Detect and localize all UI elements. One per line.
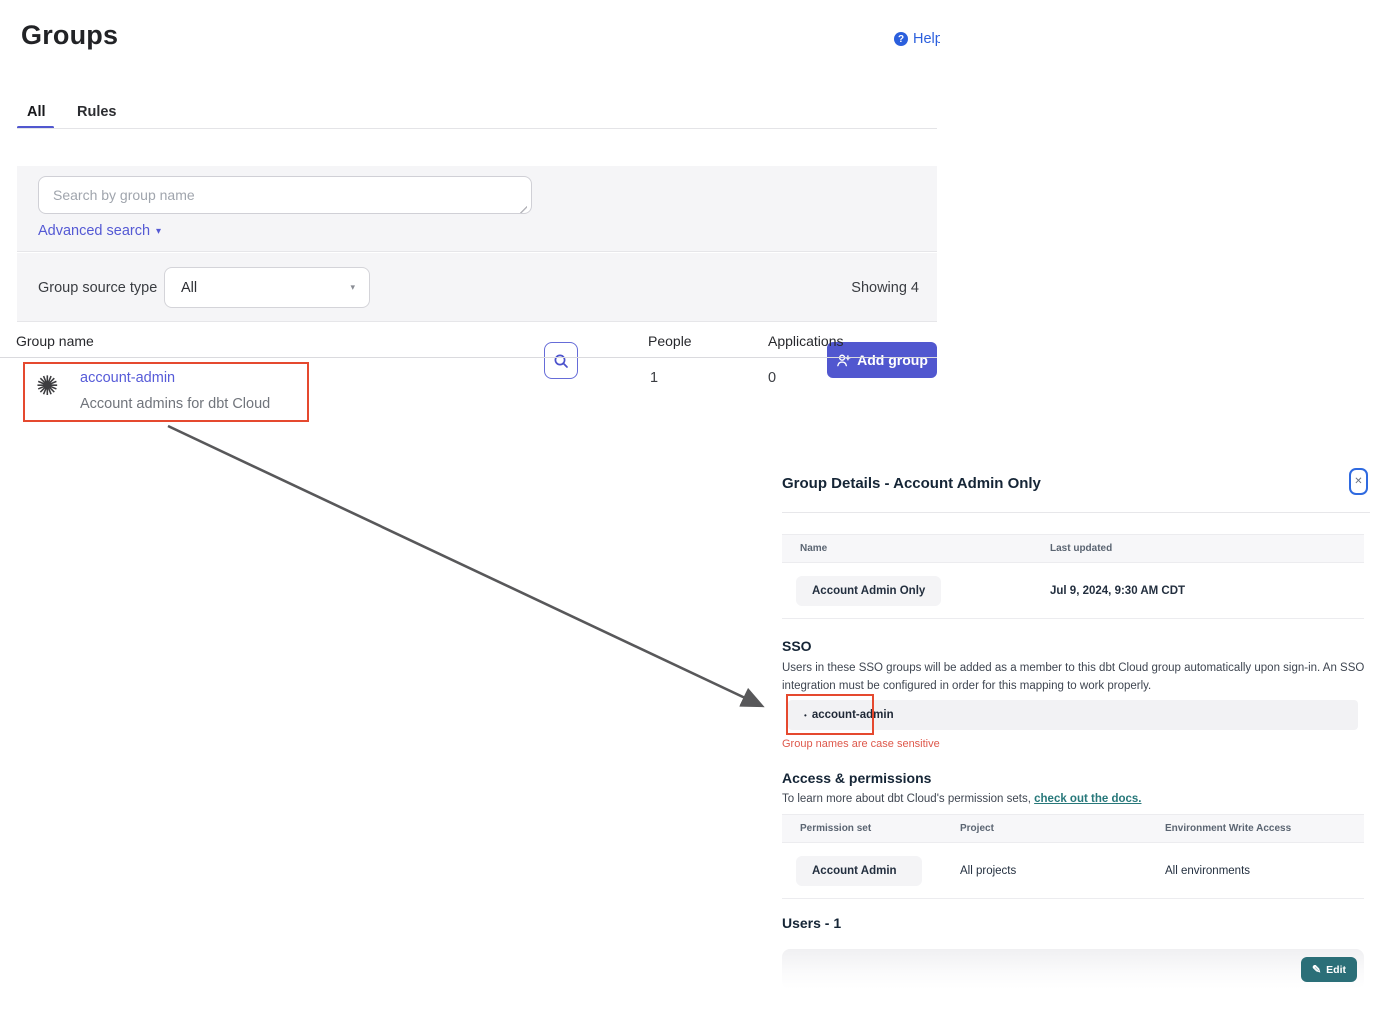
name-table-header: Name Last updated (782, 534, 1364, 563)
access-permissions-heading: Access & permissions (782, 770, 932, 786)
search-input-wrapper (38, 176, 532, 219)
panel-title: Group Details - Account Admin Only (782, 475, 1041, 492)
advanced-search-label: Advanced search (38, 223, 151, 239)
group-name-chip: Account Admin Only (796, 575, 942, 606)
panel-footer: ✎ Edit (782, 949, 1364, 989)
permission-set-chip: Account Admin (796, 855, 922, 886)
project-value: All projects (960, 864, 1017, 877)
filter-bar: Group source type All ▾ Showing 4 (17, 253, 937, 322)
people-count: 1 (650, 370, 659, 386)
name-table-row: Account Admin Only Jul 9, 2024, 9:30 AM … (782, 563, 1364, 619)
case-sensitive-warning: Group names are case sensitive (782, 738, 940, 750)
tab-all[interactable]: All (27, 104, 46, 120)
close-icon: ✕ (1354, 476, 1363, 487)
pencil-icon: ✎ (1311, 964, 1322, 976)
tab-rules[interactable]: Rules (77, 104, 117, 120)
close-button[interactable]: ✕ (1349, 468, 1368, 495)
column-header-people: People (648, 333, 692, 349)
col-environment-write-access: Environment Write Access (1165, 823, 1292, 834)
column-header-applications: Applications (768, 333, 844, 349)
table-header-divider (0, 357, 937, 358)
advanced-search-toggle[interactable]: Advanced search ▾ (38, 223, 161, 239)
caret-down-icon: ▾ (156, 225, 162, 237)
col-last-updated: Last updated (1050, 543, 1113, 554)
edit-label: Edit (1326, 963, 1346, 976)
col-permission-set: Permission set (800, 823, 872, 834)
sso-description: Users in these SSO groups will be added … (782, 662, 1365, 692)
last-updated-value: Jul 9, 2024, 9:30 AM CDT (1050, 584, 1186, 597)
bullet-icon: • (804, 710, 807, 720)
docs-link[interactable]: check out the docs. (1034, 793, 1142, 805)
search-icon (554, 354, 568, 368)
permissions-table-header: Permission set Project Environment Write… (782, 814, 1364, 843)
caret-down-icon: ▾ (350, 282, 355, 292)
page-title: Groups (21, 20, 119, 50)
active-tab-indicator (17, 126, 54, 129)
sso-group-item: • account-admin (788, 700, 1358, 730)
permissions-table: Permission set Project Environment Write… (782, 814, 1364, 899)
search-input[interactable] (38, 176, 532, 214)
access-intro: To learn more about dbt Cloud's permissi… (782, 793, 1141, 805)
access-intro-text: To learn more about dbt Cloud's permissi… (782, 793, 1035, 805)
search-toolbar: Add group Advanced search ▾ (17, 166, 937, 379)
add-group-label: Add group (857, 352, 928, 368)
permissions-table-row: Account Admin All projects All environme… (782, 843, 1364, 899)
showing-count: Showing 4 (851, 280, 919, 296)
group-avatar-icon: ✺ (36, 371, 59, 401)
group-name-link[interactable]: account-admin (80, 370, 176, 386)
sso-group-name: account-admin (811, 709, 894, 721)
environment-value: All environments (1165, 864, 1251, 877)
group-source-type-select[interactable]: All ▾ (164, 267, 370, 308)
group-details-panel: Group Details - Account Admin Only ✕ Nam… (782, 462, 1370, 992)
search-button[interactable] (544, 342, 578, 379)
name-table: Name Last updated Account Admin Only Jul… (782, 534, 1364, 619)
help-label: Help (913, 31, 940, 47)
group-source-type-label: Group source type (38, 280, 158, 296)
help-link[interactable]: ? Help (894, 31, 940, 47)
edit-button[interactable]: ✎ Edit (1300, 957, 1357, 982)
group-description: Account admins for dbt Cloud (80, 396, 271, 412)
tabs-divider (17, 128, 937, 129)
add-group-button[interactable]: Add group (827, 342, 937, 378)
column-header-group-name: Group name (16, 333, 94, 349)
groups-list-section: Groups ? Help All Rules (0, 0, 940, 460)
sso-heading: SSO (782, 638, 812, 654)
col-name: Name (800, 543, 828, 554)
users-heading: Users - 1 (782, 915, 842, 931)
selected-option: All (181, 279, 198, 296)
col-project: Project (960, 823, 994, 834)
applications-count: 0 (768, 370, 777, 386)
add-user-icon (837, 354, 851, 366)
help-icon: ? (894, 32, 908, 46)
panel-divider (782, 512, 1370, 513)
